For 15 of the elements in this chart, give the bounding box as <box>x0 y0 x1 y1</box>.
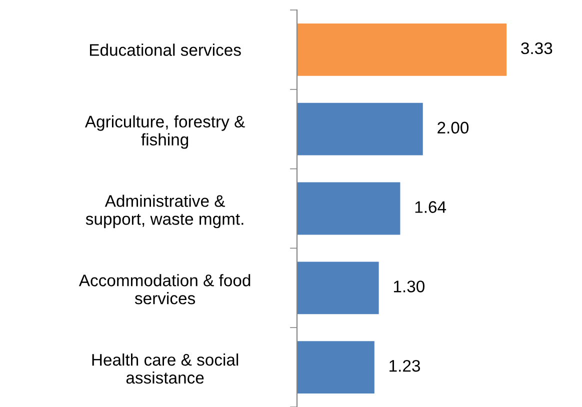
y-tick-label: Accommodation & food services <box>78 274 250 304</box>
data-label: 2.00 <box>438 122 469 134</box>
bar <box>297 24 507 76</box>
bar <box>297 182 400 235</box>
data-label: 3.33 <box>521 42 552 54</box>
y-tick-label: Agriculture, forestry & fishing <box>84 115 245 149</box>
data-label: 1.64 <box>415 201 446 213</box>
y-tick-label: Educational services <box>90 44 241 56</box>
y-tick-label: Health care & social assistance <box>92 353 238 384</box>
bar <box>297 102 423 156</box>
data-label: 1.23 <box>390 360 420 372</box>
bar <box>297 341 374 394</box>
bar <box>297 262 379 314</box>
y-tick-label: Administrative & support, waste mgmt. <box>86 194 244 228</box>
data-label: 1.30 <box>394 280 424 292</box>
